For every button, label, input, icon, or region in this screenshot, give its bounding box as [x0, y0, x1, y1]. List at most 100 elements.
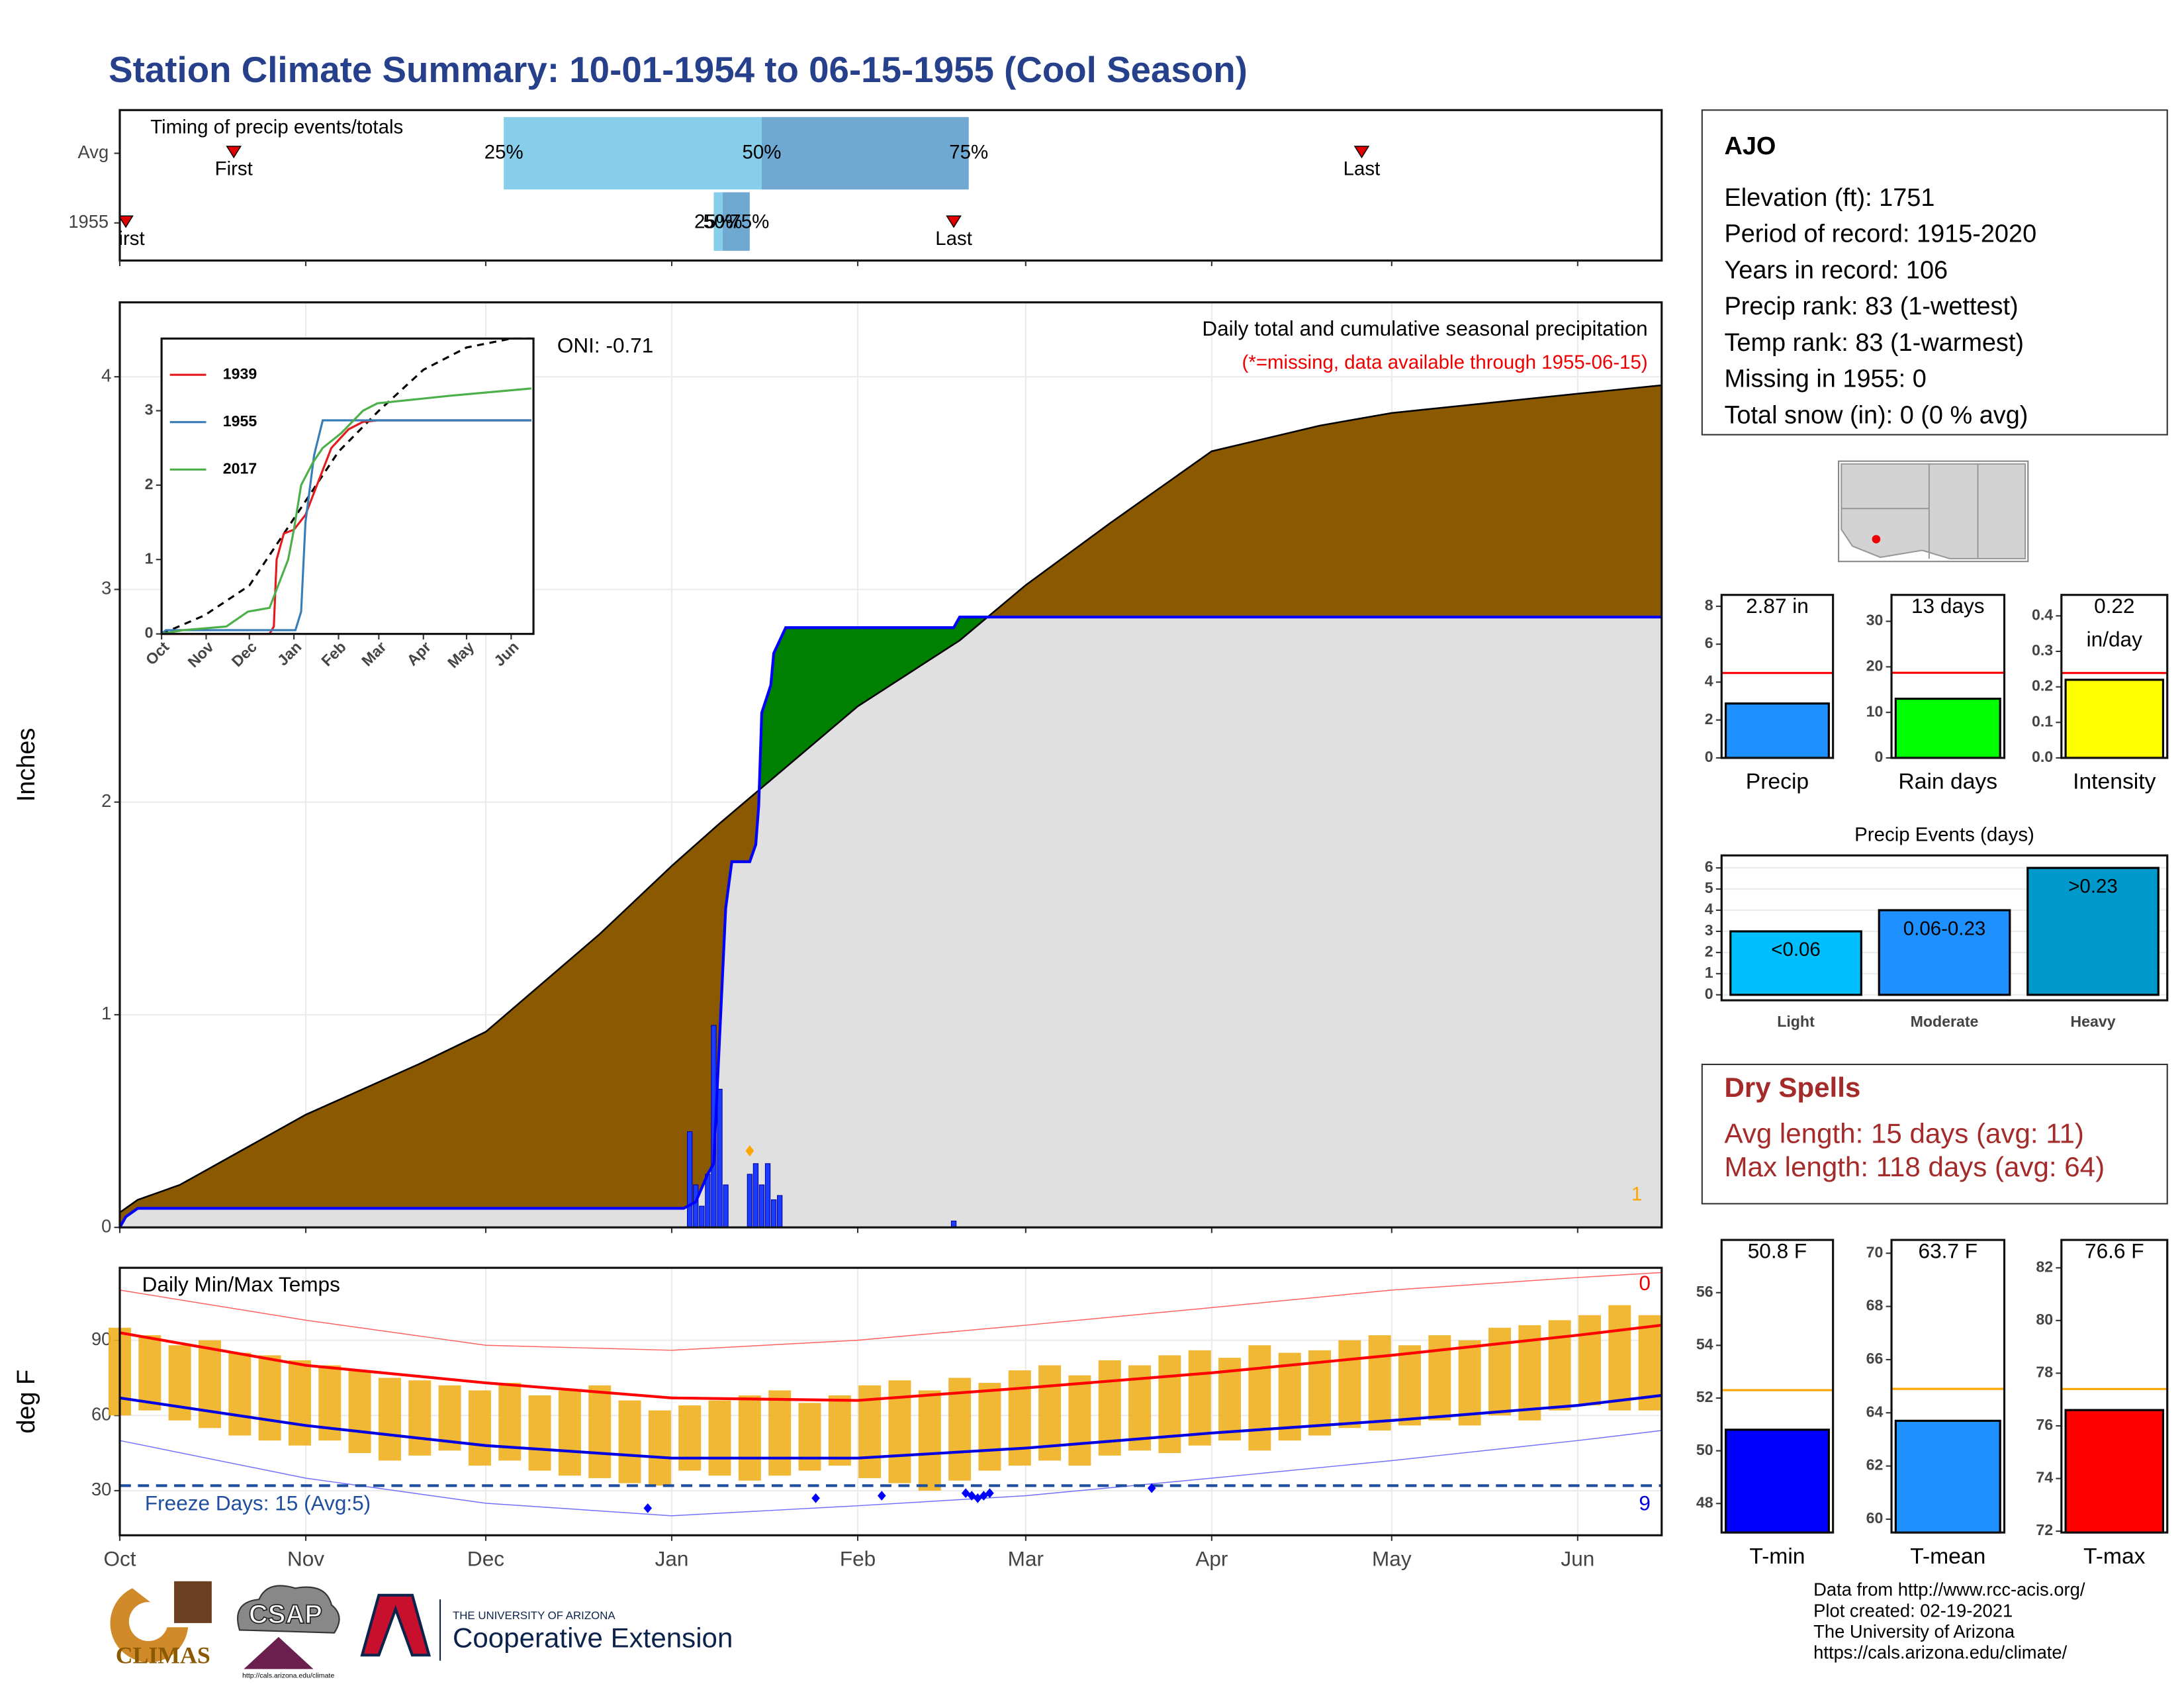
y-tick-label: 74 — [2036, 1469, 2053, 1486]
climas-logo — [110, 1588, 189, 1663]
freeze-marker — [643, 1503, 653, 1513]
observed-area — [119, 617, 1662, 1228]
credit-line: The University of Arizona — [1813, 1621, 2015, 1642]
temp-line — [119, 1393, 1662, 1460]
legend-label: 1939 — [223, 365, 257, 382]
panel-title: Timing of precip events/totals — [150, 116, 403, 138]
bar — [1894, 697, 2001, 759]
temp-line — [119, 1272, 1662, 1351]
temp-range-bar — [1188, 1350, 1211, 1446]
missing-note: (*=missing, data available through 1955-… — [1242, 352, 1648, 373]
temp-range-bar — [1398, 1345, 1422, 1426]
value-label: in/day — [2087, 627, 2142, 651]
event-label: Last — [935, 228, 972, 250]
chart-title: Precip Events (days) — [1854, 824, 2034, 846]
y-tick-label: 5 — [1705, 879, 1713, 896]
quantile-label: 25% — [484, 141, 523, 163]
temp-range-bar — [678, 1405, 702, 1471]
daily-bar — [770, 1199, 777, 1228]
y-tick-label: 2 — [1705, 943, 1713, 960]
y-tick-label: 3 — [101, 578, 111, 598]
y-tick-label: 52 — [1696, 1388, 1713, 1405]
credits: Data from http://www.rcc-acis.org/ Plot … — [1813, 1579, 2085, 1663]
category-label: T-mean — [1910, 1544, 1985, 1569]
daily-bar — [723, 1184, 729, 1228]
plot-frame — [1720, 854, 2169, 1002]
temp-range-bar — [798, 1403, 821, 1471]
climas-text: CLIMAS — [116, 1642, 210, 1669]
value-label: 63.7 F — [1919, 1239, 1978, 1262]
y-tick-label: 30 — [91, 1479, 111, 1499]
y-tick-label: 82 — [2036, 1258, 2053, 1275]
y-tick-label: 72 — [2036, 1521, 2053, 1538]
y-tick-label: 10 — [1866, 702, 1884, 720]
y-tick-label: 1 — [1705, 964, 1713, 981]
series-line — [161, 387, 532, 635]
x-tick-label: May — [1372, 1547, 1412, 1571]
plot-frame — [118, 1266, 1663, 1536]
y-tick-label: 54 — [1696, 1336, 1713, 1353]
plot-frame — [118, 301, 1663, 1229]
dry-spells-line: Avg length: 15 days (avg: 11) — [1724, 1117, 2083, 1149]
y-tick-label: 50 — [1696, 1441, 1713, 1458]
plot-frame — [1720, 1239, 1835, 1534]
value-label: >0.23 — [2068, 875, 2118, 897]
temp-line — [119, 1430, 1662, 1517]
map-land — [1841, 463, 2026, 560]
x-tick-label: Apr — [1195, 1547, 1228, 1571]
category-label: Rain days — [1898, 770, 1997, 794]
bar — [1878, 909, 2011, 996]
station-line: Period of record: 1915-2020 — [1724, 220, 2036, 248]
event-label: First — [215, 158, 253, 180]
y-tick-label: 68 — [1866, 1297, 1884, 1314]
quantile-label: 25% — [694, 211, 733, 233]
chart-title: Daily Min/Max Temps — [142, 1272, 340, 1296]
bar — [2064, 1409, 2165, 1534]
y-tick-label: 0 — [1705, 748, 1713, 765]
dry-spells-line: Max length: 118 days (avg: 64) — [1724, 1151, 2105, 1182]
station-box — [1701, 109, 2168, 436]
plot-frame — [2060, 594, 2169, 759]
temp-line — [119, 1323, 1662, 1402]
locator-map — [1838, 460, 2029, 563]
ua-logo — [360, 1593, 431, 1657]
temp-range-bar — [1548, 1320, 1571, 1411]
dry-spells-title: Dry Spells — [1724, 1072, 1860, 1103]
freeze-marker — [985, 1488, 994, 1499]
daily-bar — [705, 1174, 711, 1228]
credit-line: Plot created: 02-19-2021 — [1813, 1600, 2013, 1620]
category-label: T-max — [2083, 1544, 2146, 1569]
value-label: 0.22 — [2094, 594, 2134, 618]
y-tick-label: 60 — [1866, 1509, 1884, 1526]
station-line: Total snow (in): 0 (0 % avg) — [1724, 401, 2028, 429]
y-tick-label: 62 — [1866, 1456, 1884, 1474]
y-tick-label: 1 — [145, 549, 154, 567]
temp-range-bar — [948, 1378, 972, 1481]
temp-range-bar — [1248, 1345, 1271, 1451]
cumulative-line — [119, 384, 1662, 1213]
temp-range-bar — [768, 1390, 792, 1476]
temp-range-bar — [1008, 1370, 1031, 1466]
temp-range-bar — [618, 1400, 641, 1483]
x-tick-label: Nov — [287, 1547, 324, 1571]
y-tick-label: 0 — [145, 624, 154, 641]
y-tick-label: 0.1 — [2032, 712, 2053, 729]
temp-range-bar — [1368, 1335, 1391, 1430]
station-line: Years in record: 106 — [1724, 256, 1948, 284]
legend-label: 1955 — [223, 412, 257, 430]
record-high-count: 0 — [1639, 1271, 1651, 1295]
climas-logo — [174, 1581, 212, 1623]
temp-range-bar — [288, 1360, 311, 1446]
station-line: Temp rank: 83 (1-warmest) — [1724, 329, 2024, 357]
x-tick-label: Light — [1777, 1013, 1815, 1030]
event-marker — [226, 146, 242, 159]
value-label: <0.06 — [1771, 939, 1821, 961]
csap-mountain — [244, 1636, 314, 1669]
daily-bar — [777, 1195, 783, 1228]
y-tick-label: 70 — [1866, 1243, 1884, 1260]
series-line — [161, 337, 531, 635]
y-tick-label: 6 — [1705, 634, 1713, 651]
y-tick-label: 4 — [1705, 673, 1713, 690]
